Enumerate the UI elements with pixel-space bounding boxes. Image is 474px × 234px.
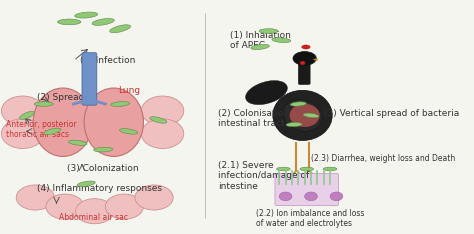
Ellipse shape	[246, 80, 287, 105]
Ellipse shape	[286, 122, 302, 127]
Text: (3) Vertical spread of bacteria: (3) Vertical spread of bacteria	[324, 109, 459, 117]
Ellipse shape	[135, 185, 173, 210]
FancyBboxPatch shape	[82, 53, 97, 105]
Ellipse shape	[259, 29, 278, 33]
Ellipse shape	[92, 18, 114, 25]
Ellipse shape	[277, 167, 290, 171]
Ellipse shape	[293, 51, 316, 65]
Ellipse shape	[19, 111, 34, 119]
Ellipse shape	[300, 167, 314, 171]
Text: (1) Inhalation
of APEC: (1) Inhalation of APEC	[230, 31, 292, 51]
Ellipse shape	[84, 88, 144, 157]
Wedge shape	[313, 58, 318, 61]
Ellipse shape	[279, 192, 292, 201]
Ellipse shape	[290, 104, 319, 127]
Ellipse shape	[251, 44, 269, 50]
Ellipse shape	[141, 96, 184, 126]
Text: Anterior, posterior
thoracic air sacs: Anterior, posterior thoracic air sacs	[6, 120, 76, 139]
Ellipse shape	[75, 12, 98, 18]
Text: (2.2) Ion imbalance and loss
of water and electrolytes: (2.2) Ion imbalance and loss of water an…	[256, 209, 364, 228]
Text: (2.3) Diarrhea, weight loss and Death: (2.3) Diarrhea, weight loss and Death	[311, 154, 455, 163]
Ellipse shape	[44, 128, 61, 135]
Ellipse shape	[1, 96, 44, 126]
FancyBboxPatch shape	[275, 174, 338, 205]
Ellipse shape	[141, 119, 184, 149]
Ellipse shape	[305, 192, 318, 201]
Ellipse shape	[16, 185, 55, 210]
Ellipse shape	[301, 45, 310, 49]
Ellipse shape	[111, 102, 129, 106]
Text: Abdominal air sac: Abdominal air sac	[59, 213, 128, 223]
Ellipse shape	[272, 38, 291, 43]
FancyBboxPatch shape	[298, 59, 310, 85]
Ellipse shape	[283, 100, 322, 131]
Ellipse shape	[34, 102, 54, 106]
Ellipse shape	[33, 88, 92, 157]
Ellipse shape	[46, 194, 84, 219]
Ellipse shape	[57, 19, 81, 25]
Ellipse shape	[119, 129, 138, 134]
Ellipse shape	[150, 117, 167, 123]
Ellipse shape	[323, 167, 337, 171]
Text: (1) Infection: (1) Infection	[80, 56, 135, 65]
Ellipse shape	[105, 194, 144, 219]
Ellipse shape	[273, 90, 332, 140]
Ellipse shape	[300, 61, 305, 65]
Ellipse shape	[303, 113, 319, 118]
Ellipse shape	[94, 147, 113, 152]
Ellipse shape	[76, 199, 114, 224]
Ellipse shape	[290, 102, 306, 106]
Ellipse shape	[68, 140, 87, 145]
Text: (2) Colonisation of
intestinal tract: (2) Colonisation of intestinal tract	[218, 109, 301, 128]
Ellipse shape	[330, 192, 343, 201]
Ellipse shape	[1, 119, 44, 149]
Text: (2) Spread: (2) Spread	[37, 93, 85, 102]
Ellipse shape	[109, 25, 131, 33]
Ellipse shape	[77, 181, 95, 186]
Text: (3) Colonization: (3) Colonization	[67, 165, 139, 173]
Text: Lung: Lung	[118, 86, 140, 95]
Text: (4) Inflammatory responses: (4) Inflammatory responses	[37, 184, 163, 193]
Text: (2.1) Severe
infection/damage of
intestine: (2.1) Severe infection/damage of intesti…	[218, 161, 309, 191]
